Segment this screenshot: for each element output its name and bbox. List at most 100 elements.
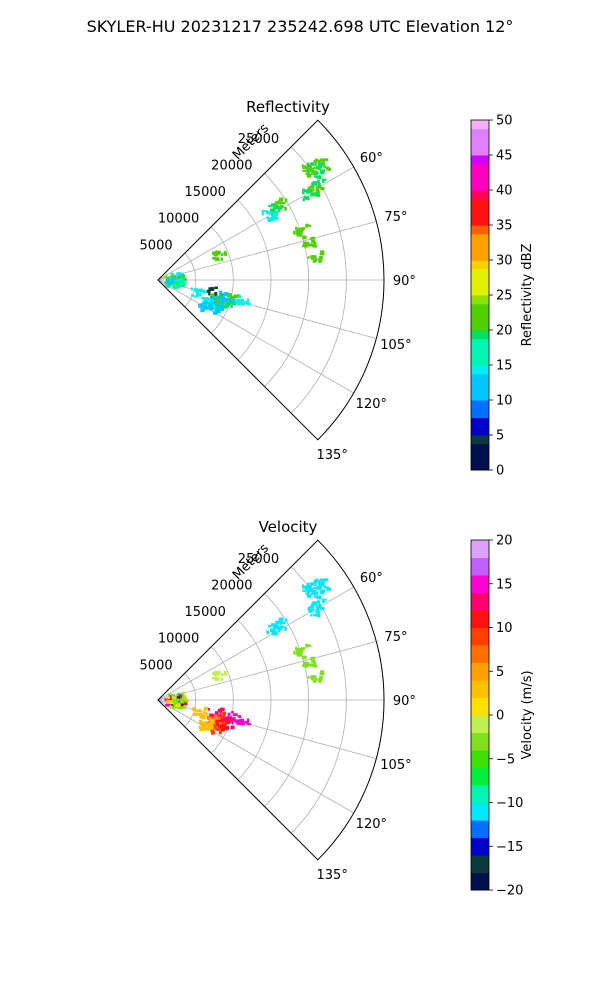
echo-gate: [317, 603, 321, 607]
echo-gate: [308, 189, 312, 194]
echo-gate: [214, 727, 219, 731]
echo-gate: [207, 717, 210, 720]
echo-gate: [240, 298, 245, 302]
echo-gate: [316, 609, 320, 613]
echo-gate: [180, 706, 185, 709]
echo-gate: [182, 284, 186, 288]
echo-gate: [171, 281, 174, 284]
panel-title: Velocity: [259, 518, 318, 536]
echo-gate: [178, 283, 184, 288]
echo-gate: [200, 302, 204, 305]
colorbar-segment: [471, 785, 489, 795]
colorbar-segment: [471, 233, 489, 243]
azimuth-tick-label: 105°: [380, 338, 411, 353]
echo-gate: [212, 311, 218, 315]
echo-gate: [238, 295, 242, 299]
echo-gate: [176, 706, 180, 710]
echo-gate: [182, 278, 188, 281]
colorbar-segment: [471, 680, 489, 690]
echo-gate: [198, 288, 203, 293]
echo-cluster: [313, 578, 332, 591]
echo-gate: [208, 287, 213, 291]
echo-gate: [272, 210, 277, 213]
echo-gate: [305, 172, 309, 175]
echo-gate: [270, 214, 274, 219]
echo-gate: [211, 714, 214, 718]
echo-gate: [182, 706, 187, 709]
echo-gate: [208, 717, 212, 720]
azimuth-gridline: [157, 641, 377, 701]
echo-gate: [238, 715, 242, 719]
echo-gate: [302, 244, 307, 248]
echo-gate: [308, 243, 313, 247]
colorbar-segment: [471, 216, 489, 226]
echo-gate: [293, 650, 296, 655]
colorbar-segment: [471, 443, 489, 453]
echo-gate: [313, 175, 318, 178]
echo-gate: [218, 726, 221, 729]
figure-suptitle: SKYLER-HU 20231217 235242.698 UTC Elevat…: [87, 17, 514, 36]
range-tick-label: 10000: [158, 632, 199, 647]
echo-gate: [207, 708, 210, 711]
echo-gate: [237, 299, 241, 302]
echo-gate: [320, 589, 326, 593]
echo-gate: [215, 719, 220, 723]
colorbar-tick-label: 0: [496, 464, 504, 479]
colorbar-segment: [471, 356, 489, 366]
colorbar-segment: [471, 321, 489, 331]
azimuth-tick-label: 135°: [317, 868, 348, 883]
echo-gate: [302, 590, 307, 593]
echo-gate: [313, 242, 317, 245]
echo-gate: [205, 306, 210, 310]
colorbar-segment: [471, 277, 489, 287]
echo-gate: [212, 672, 215, 676]
echo-gate: [305, 661, 310, 665]
echo-gate: [324, 166, 329, 169]
echo-gate: [302, 197, 305, 202]
echo-gate: [277, 626, 281, 630]
echo-gate: [167, 283, 170, 288]
echo-gate: [209, 293, 215, 297]
echo-gate: [302, 586, 306, 590]
echo-gate: [321, 598, 327, 601]
echo-gate: [202, 297, 207, 301]
echo-gate: [315, 578, 318, 582]
echo-cluster: [164, 276, 181, 288]
echo-gate: [270, 623, 276, 627]
echo-gate: [216, 677, 220, 681]
colorbar-segment: [471, 400, 489, 410]
echo-gate: [278, 197, 283, 202]
echo-gate: [223, 672, 228, 676]
echo-gate: [246, 298, 250, 303]
echo-gate: [237, 295, 240, 298]
colorbar-segment: [471, 198, 489, 208]
echo-gate: [278, 617, 283, 622]
echo-gate: [164, 697, 169, 702]
echo-gate: [316, 188, 319, 191]
echo-gate: [317, 579, 321, 584]
echo-gate: [310, 582, 315, 586]
echo-gate: [320, 670, 325, 673]
echo-gate: [222, 305, 227, 309]
colorbar-segment: [471, 365, 489, 375]
echo-gate: [223, 671, 227, 674]
echo-cluster: [208, 303, 224, 315]
colorbar-tick-label: 20: [496, 534, 513, 549]
echo-gate: [309, 605, 315, 609]
colorbar-segment: [471, 653, 489, 663]
echo-gate: [323, 578, 329, 582]
echo-gate: [224, 291, 229, 296]
echo-gate: [216, 714, 220, 719]
echo-gate: [221, 303, 224, 307]
echo-gate: [308, 609, 313, 613]
echo-gate: [221, 252, 224, 256]
echo-gate: [203, 709, 206, 714]
echo-cluster: [234, 295, 252, 306]
echo-gate: [212, 252, 215, 256]
echo-gate: [200, 307, 203, 312]
echo-gate: [313, 586, 318, 590]
colorbar: 0 5 10 15 20 25 30 35 40 45 50 Reflectivity dBZ: [470, 114, 535, 479]
echo-gate: [175, 702, 179, 707]
echo-gate: [179, 700, 185, 704]
